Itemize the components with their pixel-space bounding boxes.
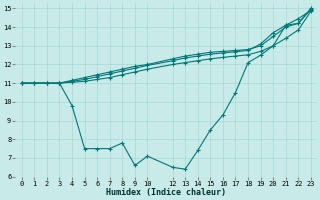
X-axis label: Humidex (Indice chaleur): Humidex (Indice chaleur)	[106, 188, 226, 197]
